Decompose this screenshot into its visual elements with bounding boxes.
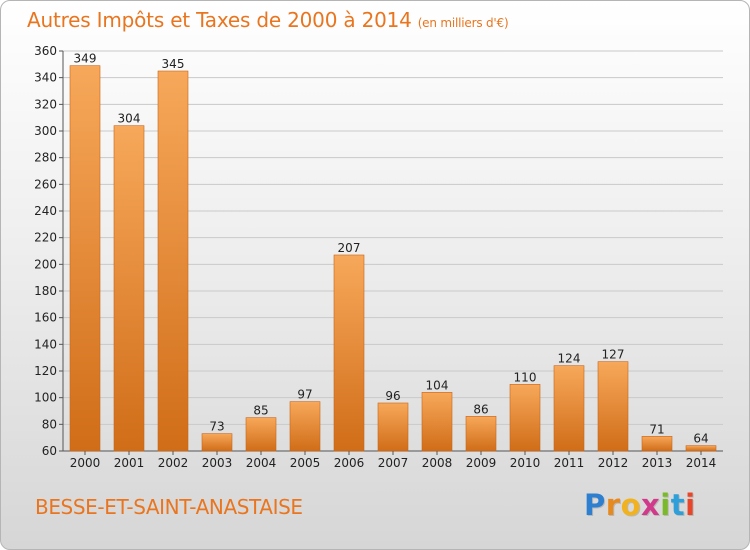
x-tick-label-2011: 2011 xyxy=(554,456,585,470)
logo-letter: P xyxy=(584,488,606,522)
bar-2008 xyxy=(421,392,453,452)
y-tick-label: 180 xyxy=(34,284,57,298)
x-tick-label-2008: 2008 xyxy=(422,456,453,470)
y-tick-label: 140 xyxy=(34,337,57,351)
bar-2003 xyxy=(201,433,233,452)
bars xyxy=(69,65,717,452)
commune-name: BESSE-ET-SAINT-ANASTAISE xyxy=(35,495,303,519)
bar-2004 xyxy=(245,417,277,452)
y-tick-label: 300 xyxy=(34,124,57,138)
x-tick-label-2014: 2014 xyxy=(686,456,717,470)
bar-2012 xyxy=(597,361,629,452)
y-tick-label: 220 xyxy=(34,231,57,245)
value-label-2014: 64 xyxy=(693,432,708,446)
logo-letter: x xyxy=(641,488,661,522)
value-label-2003: 73 xyxy=(209,420,224,434)
y-tick-label: 80 xyxy=(42,417,57,431)
value-label-2001: 304 xyxy=(118,112,141,126)
value-label-2005: 97 xyxy=(297,388,312,402)
value-label-2010: 110 xyxy=(514,370,537,384)
bar-2001 xyxy=(113,125,145,452)
y-tick-label: 340 xyxy=(34,71,57,85)
chart-title: Autres Impôts et Taxes de 2000 à 2014 (en… xyxy=(27,8,509,32)
bar-2014 xyxy=(685,445,717,452)
proxiti-logo: Proxiti xyxy=(584,488,696,522)
value-label-2000: 349 xyxy=(74,52,97,66)
y-tick-label: 100 xyxy=(34,391,57,405)
chart-title-text: Autres Impôts et Taxes de 2000 à 2014 xyxy=(27,8,412,32)
x-tick-label-2006: 2006 xyxy=(334,456,365,470)
bar-2013 xyxy=(641,436,673,452)
bar-2009 xyxy=(465,416,497,452)
value-labels: 349 304 345 73 85 97 207 96 104 86 110 124 127 71 64 xyxy=(74,52,709,446)
x-tick-label-2009: 2009 xyxy=(466,456,497,470)
y-axis-ticks: 60 80 100 120 140 160 180 200 220 240 260 280 300 320… xyxy=(34,44,63,458)
x-axis-ticks: 2000 2001 2002 2003 2004 2005 2006 2007 2008 2009… xyxy=(70,451,717,470)
x-tick-label-2013: 2013 xyxy=(642,456,673,470)
value-label-2007: 96 xyxy=(385,389,400,403)
value-label-2004: 85 xyxy=(253,404,268,418)
y-tick-label: 200 xyxy=(34,257,57,271)
bar-2007 xyxy=(377,402,409,452)
x-tick-label-2012: 2012 xyxy=(598,456,629,470)
logo-letter: o xyxy=(620,488,642,522)
x-tick-label-2001: 2001 xyxy=(114,456,145,470)
value-label-2002: 345 xyxy=(162,57,185,71)
x-tick-label-2002: 2002 xyxy=(158,456,189,470)
logo-letter: i xyxy=(685,488,696,522)
y-tick-label: 320 xyxy=(34,97,57,111)
chart-title-unit: (en milliers d'€) xyxy=(417,16,509,30)
x-tick-label-2007: 2007 xyxy=(378,456,409,470)
y-tick-label: 120 xyxy=(34,364,57,378)
logo-letter: r xyxy=(605,488,621,522)
value-label-2011: 124 xyxy=(558,352,581,366)
y-tick-label: 260 xyxy=(34,177,57,191)
bar-2002 xyxy=(157,70,189,452)
y-tick-label: 160 xyxy=(34,311,57,325)
y-tick-label: 360 xyxy=(34,44,57,58)
x-tick-label-2010: 2010 xyxy=(510,456,541,470)
bar-2010 xyxy=(509,384,541,452)
logo-letter: t xyxy=(670,488,686,522)
value-label-2008: 104 xyxy=(426,378,449,392)
x-tick-label-2003: 2003 xyxy=(202,456,233,470)
value-label-2012: 127 xyxy=(602,348,625,362)
bar-2006 xyxy=(333,254,365,452)
bar-2005 xyxy=(289,401,321,452)
x-tick-label-2004: 2004 xyxy=(246,456,277,470)
value-label-2009: 86 xyxy=(473,402,488,416)
value-label-2006: 207 xyxy=(338,241,361,255)
y-tick-label: 60 xyxy=(42,444,57,458)
x-tick-label-2000: 2000 xyxy=(70,456,101,470)
value-label-2013: 71 xyxy=(649,422,664,436)
logo-letter: i xyxy=(660,488,671,522)
bar-2011 xyxy=(553,365,585,452)
y-tick-label: 240 xyxy=(34,204,57,218)
bar-2000 xyxy=(69,65,101,452)
x-tick-label-2005: 2005 xyxy=(290,456,321,470)
y-tick-label: 280 xyxy=(34,151,57,165)
